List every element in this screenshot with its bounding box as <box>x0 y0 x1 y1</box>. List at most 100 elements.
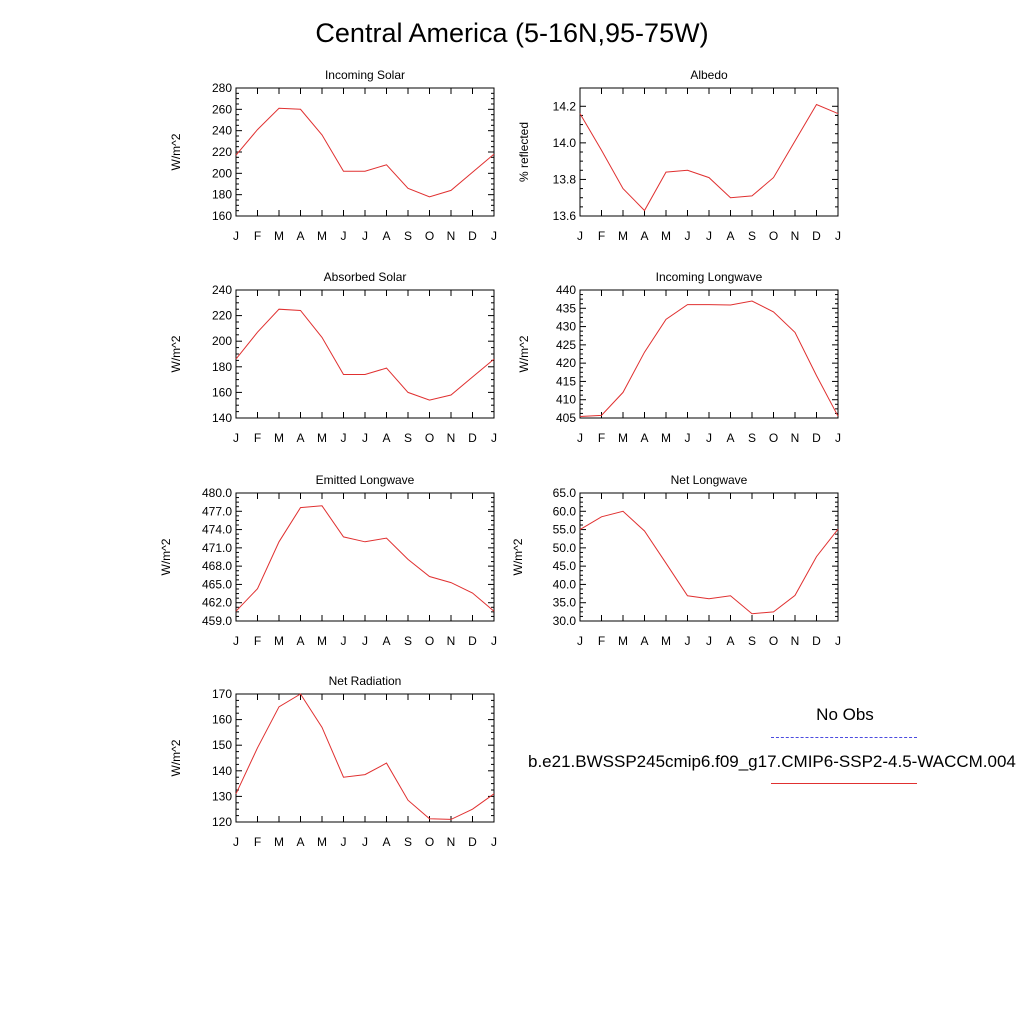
x-tick-label: D <box>812 431 821 445</box>
plot-frame <box>579 289 839 419</box>
x-tick-label: J <box>706 229 712 243</box>
x-tick-label: J <box>685 229 691 243</box>
x-tick-label: A <box>382 634 390 648</box>
y-axis-label: W/m^2 <box>169 739 183 776</box>
figure-title: Central America (5-16N,95-75W) <box>315 18 709 48</box>
x-tick-label: S <box>404 634 412 648</box>
x-tick-label: J <box>835 431 841 445</box>
series-line <box>235 693 495 820</box>
x-tick-label: S <box>748 229 756 243</box>
x-tick-label: J <box>706 431 712 445</box>
x-tick-label: J <box>491 835 497 849</box>
y-tick-label: 13.8 <box>553 172 577 186</box>
x-tick-label: D <box>468 229 477 243</box>
y-tick-label: 420 <box>556 356 576 370</box>
x-tick-label: M <box>618 634 628 648</box>
x-tick-label: A <box>726 431 734 445</box>
y-tick-label: 468.0 <box>202 559 232 573</box>
y-tick-label: 140 <box>212 764 232 778</box>
y-tick-label: 160 <box>212 713 232 727</box>
x-tick-label: J <box>706 634 712 648</box>
y-tick-label: 180 <box>212 360 232 374</box>
panel-title: Absorbed Solar <box>324 270 407 284</box>
x-tick-label: J <box>577 634 583 648</box>
panel-incoming-longwave: Incoming Longwave W/m^2 405 410 415 420 425 430… <box>517 270 841 445</box>
panel-net-longwave: Net Longwave W/m^2 30.0 35.0 40.0 45.0 50.0 55.… <box>511 473 841 648</box>
y-tick-label: 120 <box>212 815 232 829</box>
x-tick-label: D <box>812 634 821 648</box>
x-tick-label: N <box>791 634 800 648</box>
y-tick-label: 160 <box>212 385 232 399</box>
y-tick-label: 200 <box>212 166 232 180</box>
y-tick-label: 415 <box>556 374 576 388</box>
x-tick-label: J <box>685 634 691 648</box>
y-tick-label: 50.0 <box>553 541 577 555</box>
x-tick-label: M <box>317 431 327 445</box>
y-axis-label: W/m^2 <box>517 335 531 372</box>
x-tick-label: M <box>274 431 284 445</box>
x-tick-label: D <box>468 634 477 648</box>
x-tick-label: J <box>233 229 239 243</box>
x-tick-label: S <box>748 431 756 445</box>
x-tick-label: A <box>296 431 304 445</box>
y-tick-label: 240 <box>212 283 232 297</box>
x-tick-label: J <box>362 835 368 849</box>
y-tick-label: 425 <box>556 338 576 352</box>
y-tick-label: 465.0 <box>202 577 232 591</box>
x-tick-label: J <box>341 431 347 445</box>
x-tick-label: F <box>254 835 261 849</box>
x-tick-label: M <box>618 431 628 445</box>
y-axis-label: W/m^2 <box>159 538 173 575</box>
panel-title: Albedo <box>690 68 728 82</box>
panel-title: Net Longwave <box>671 473 748 487</box>
y-tick-label: 410 <box>556 393 576 407</box>
y-tick-label: 471.0 <box>202 541 232 555</box>
x-tick-label: S <box>404 835 412 849</box>
x-tick-label: J <box>491 634 497 648</box>
y-tick-label: 140 <box>212 411 232 425</box>
x-tick-label: J <box>362 431 368 445</box>
panel-title: Incoming Longwave <box>656 270 763 284</box>
y-tick-label: 459.0 <box>202 614 232 628</box>
y-tick-label: 40.0 <box>553 577 577 591</box>
series-line <box>235 107 495 198</box>
series-line <box>579 103 839 212</box>
x-tick-label: J <box>491 229 497 243</box>
x-tick-label: F <box>254 431 261 445</box>
x-tick-label: O <box>425 431 434 445</box>
x-tick-label: S <box>748 634 756 648</box>
y-tick-label: 150 <box>212 738 232 752</box>
y-tick-label: 55.0 <box>553 523 577 537</box>
x-tick-label: J <box>362 229 368 243</box>
x-tick-label: J <box>491 431 497 445</box>
x-tick-label: F <box>254 634 261 648</box>
x-tick-label: O <box>425 634 434 648</box>
y-tick-label: 220 <box>212 309 232 323</box>
y-tick-label: 180 <box>212 188 232 202</box>
x-tick-label: J <box>233 835 239 849</box>
x-tick-label: M <box>274 229 284 243</box>
x-tick-label: F <box>254 229 261 243</box>
x-tick-label: O <box>425 835 434 849</box>
x-tick-label: N <box>791 431 800 445</box>
x-tick-label: M <box>661 431 671 445</box>
y-tick-label: 474.0 <box>202 523 232 537</box>
y-tick-label: 160 <box>212 209 232 223</box>
y-axis-label: % reflected <box>517 122 531 182</box>
x-tick-label: J <box>577 229 583 243</box>
x-tick-label: M <box>618 229 628 243</box>
y-tick-label: 405 <box>556 411 576 425</box>
x-tick-label: A <box>726 634 734 648</box>
x-tick-label: M <box>274 634 284 648</box>
y-tick-label: 462.0 <box>202 596 232 610</box>
y-tick-label: 440 <box>556 283 576 297</box>
x-tick-label: F <box>598 229 605 243</box>
x-tick-label: N <box>447 835 456 849</box>
x-tick-label: A <box>726 229 734 243</box>
y-axis-label: W/m^2 <box>511 538 525 575</box>
x-tick-label: N <box>447 431 456 445</box>
x-tick-label: J <box>835 229 841 243</box>
